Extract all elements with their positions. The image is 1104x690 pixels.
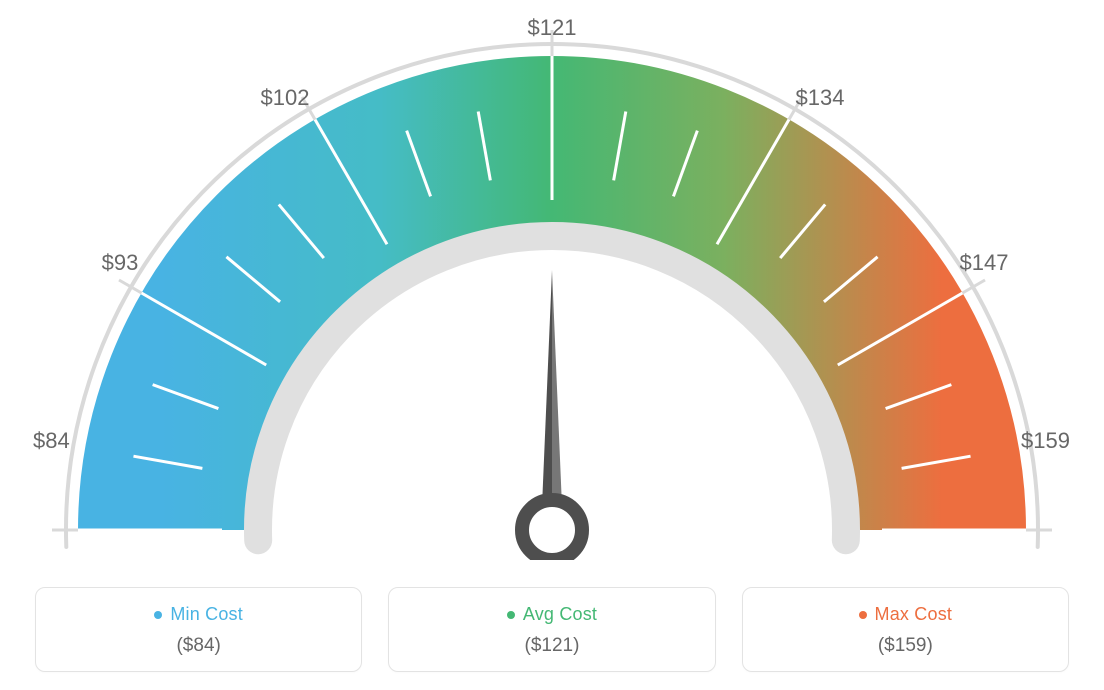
tick-label: $159 (1021, 428, 1070, 453)
legend-value-min: ($84) (46, 635, 351, 657)
legend-value-avg: ($121) (399, 635, 704, 657)
legend-title-min: Min Cost (154, 604, 243, 625)
tick-label: $93 (102, 250, 139, 275)
legend-dot-min (154, 611, 162, 619)
legend-title-avg-label: Avg Cost (523, 604, 597, 625)
needle-hub (522, 500, 582, 560)
tick-label: $121 (528, 15, 577, 40)
cost-gauge-chart: $84 $93 $102 $121 $134 $147 $159 Min Cost ($84… (0, 0, 1104, 690)
legend-card-max: Max Cost ($159) (742, 587, 1069, 672)
tick-label: $84 (33, 428, 70, 453)
tick-label: $147 (960, 250, 1009, 275)
needle-right (552, 270, 563, 530)
legend-card-min: Min Cost ($84) (35, 587, 362, 672)
legend-value-max: ($159) (753, 635, 1058, 657)
legend-card-avg: Avg Cost ($121) (388, 587, 715, 672)
gauge-svg: $84 $93 $102 $121 $134 $147 $159 (0, 0, 1104, 560)
legend-dot-max (859, 611, 867, 619)
legend-title-max: Max Cost (859, 604, 953, 625)
legend-row: Min Cost ($84) Avg Cost ($121) Max Cost … (35, 587, 1069, 672)
legend-title-avg: Avg Cost (507, 604, 597, 625)
needle-left (541, 270, 552, 530)
tick-label: $134 (796, 85, 845, 110)
legend-dot-avg (507, 611, 515, 619)
gauge-area: $84 $93 $102 $121 $134 $147 $159 (0, 0, 1104, 560)
legend-title-max-label: Max Cost (875, 604, 953, 625)
tick-label: $102 (261, 85, 310, 110)
legend-title-min-label: Min Cost (170, 604, 243, 625)
